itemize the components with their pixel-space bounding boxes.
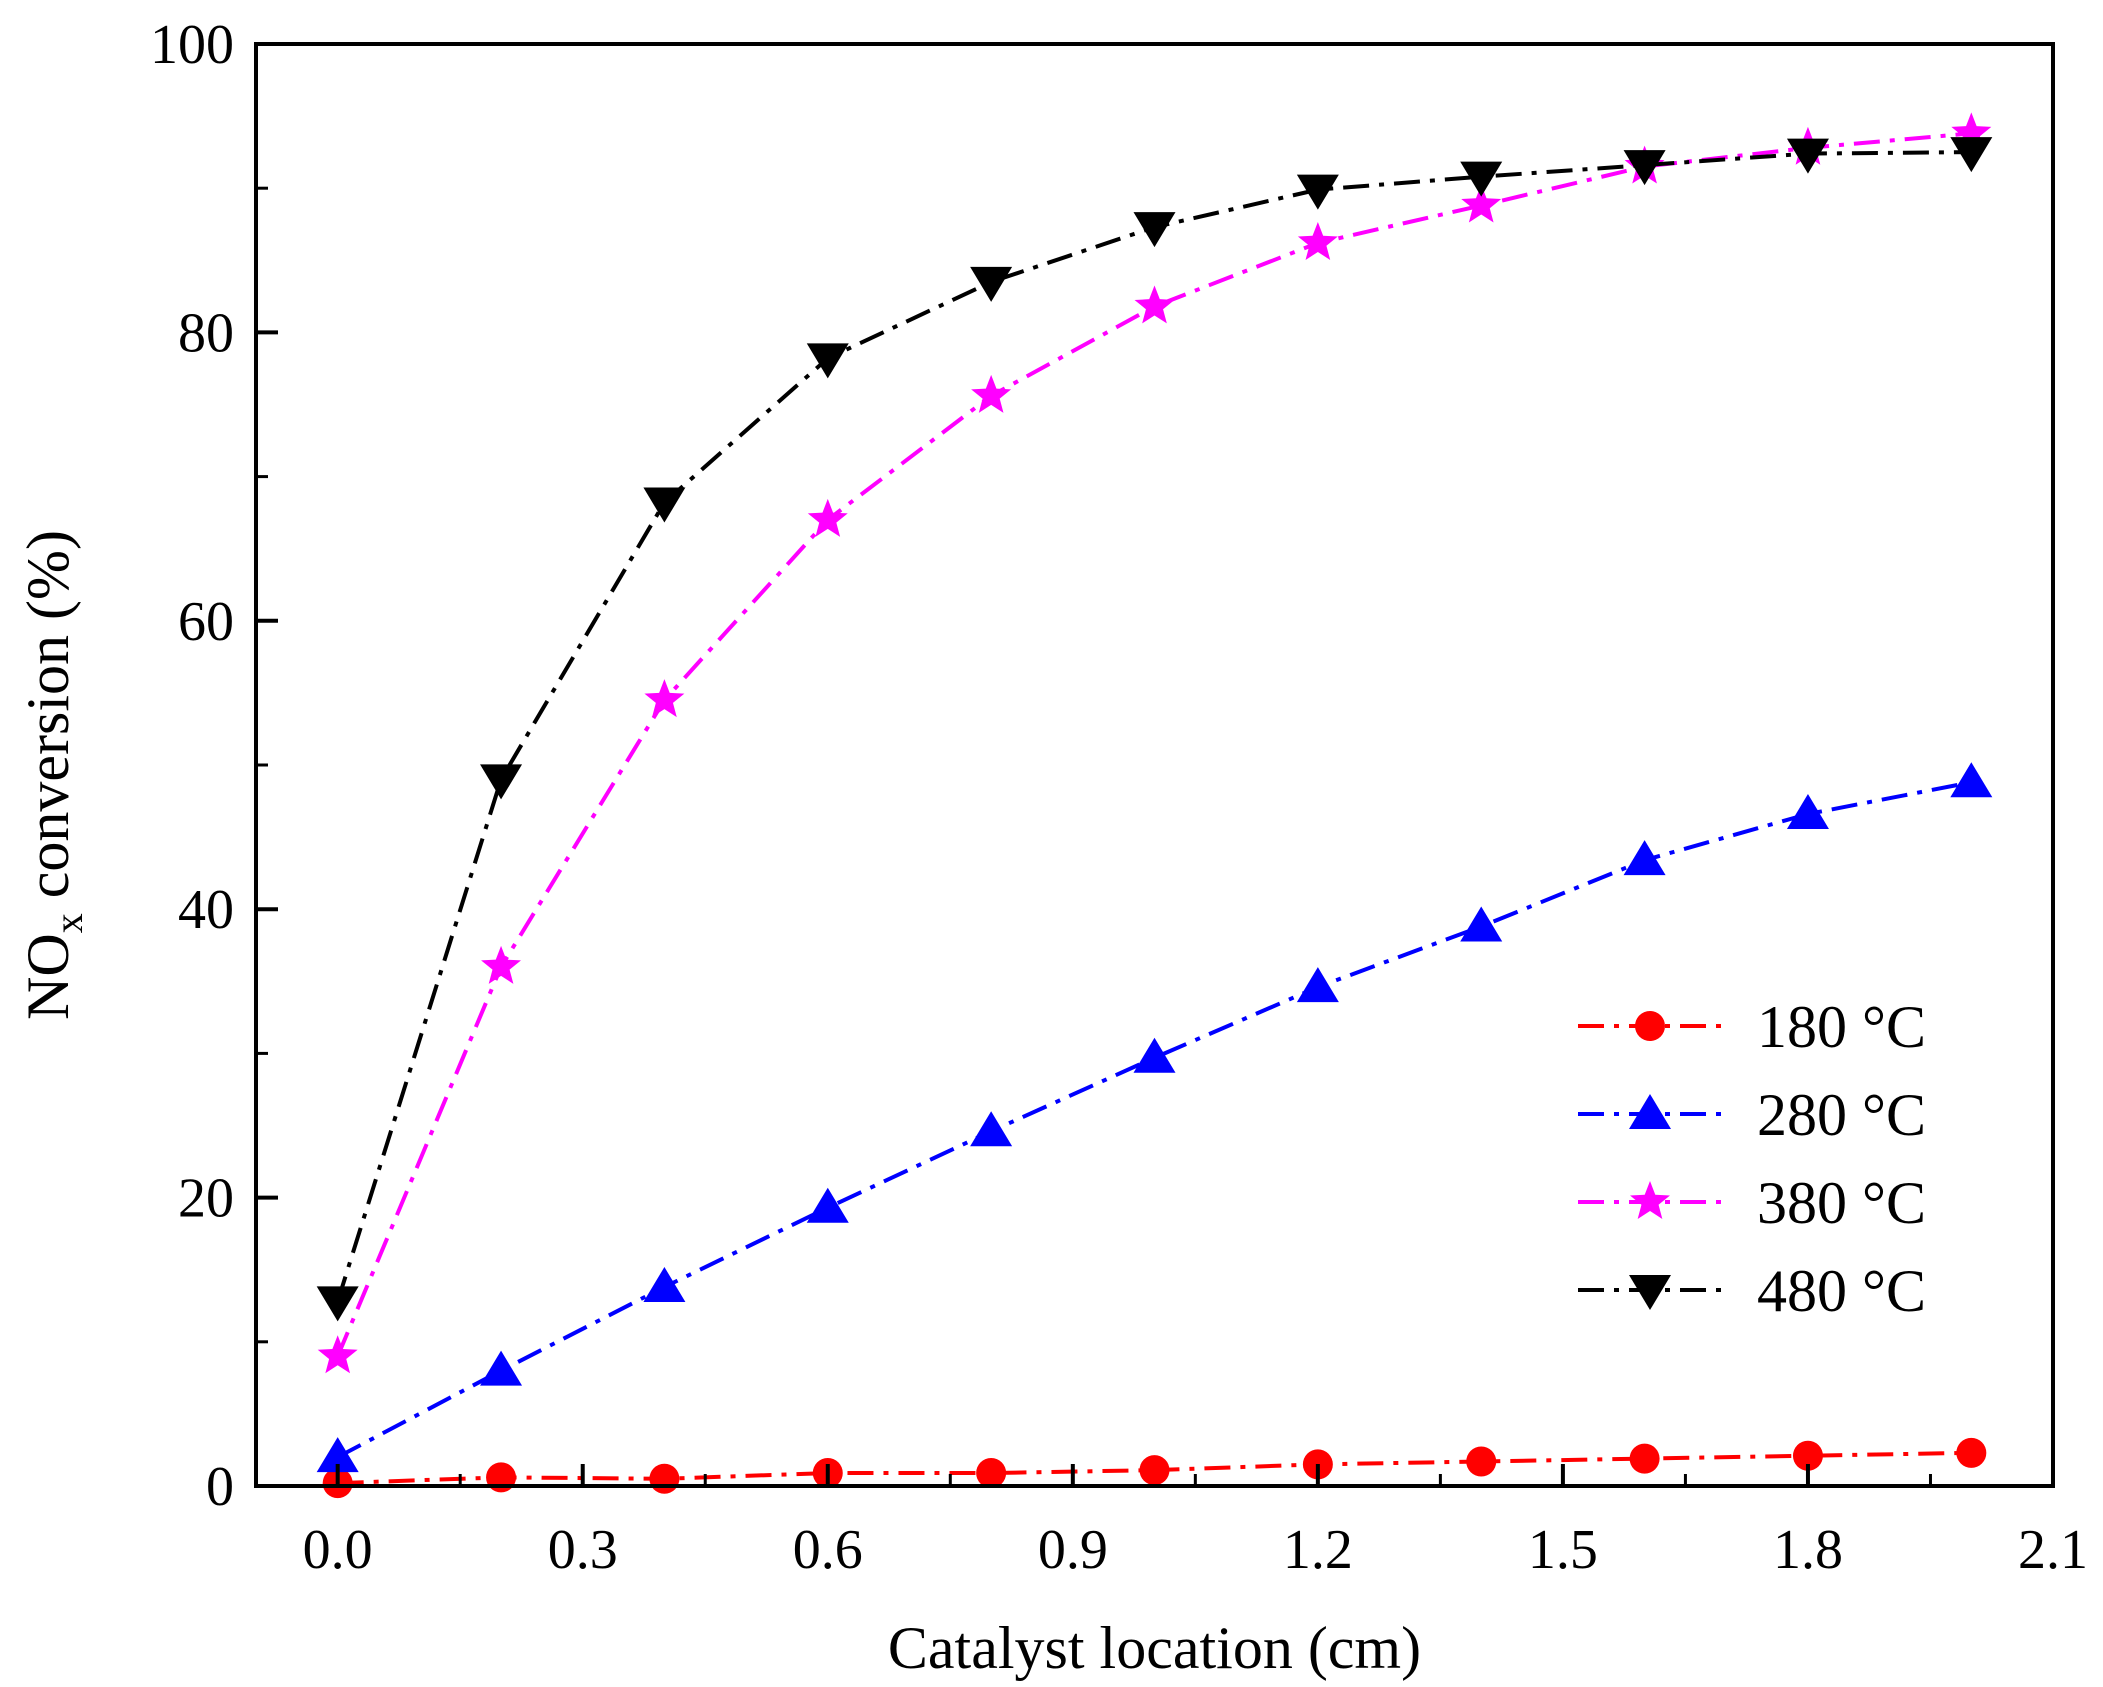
legend-marker xyxy=(1630,1181,1670,1219)
legend-label: 180 °C xyxy=(1757,994,1926,1060)
data-point xyxy=(643,487,686,523)
data-point xyxy=(1950,137,1993,173)
legend-marker xyxy=(1629,1275,1671,1310)
data-point xyxy=(976,1458,1007,1489)
y-tick-label: 40 xyxy=(178,879,234,941)
data-point xyxy=(1792,1440,1823,1471)
y-tick-label: 20 xyxy=(178,1168,234,1230)
x-tick-label: 0.6 xyxy=(793,1519,863,1581)
data-point xyxy=(1134,285,1175,324)
data-point xyxy=(806,1187,849,1223)
legend-marker xyxy=(1635,1011,1665,1041)
data-point xyxy=(1139,1455,1170,1486)
data-point xyxy=(1786,794,1829,830)
legend-label: 380 °C xyxy=(1757,1170,1926,1236)
legend-item-1: 180 °C xyxy=(1578,994,1926,1060)
data-point xyxy=(1623,840,1666,876)
data-point xyxy=(480,764,523,800)
legend-label: 480 °C xyxy=(1757,1258,1926,1324)
legend-marker xyxy=(1629,1094,1671,1129)
data-point xyxy=(316,1286,359,1322)
legend-item-4: 480 °C xyxy=(1578,1258,1926,1324)
series-4 xyxy=(316,137,1993,1322)
data-point xyxy=(480,1350,523,1386)
data-point xyxy=(1956,1437,1987,1468)
data-point xyxy=(643,1267,686,1303)
series-line xyxy=(335,131,1972,1357)
data-point xyxy=(649,1463,680,1494)
data-point xyxy=(1460,906,1503,942)
data-point xyxy=(1296,174,1339,210)
x-axis-title: Catalyst location (cm) xyxy=(888,1615,1421,1681)
data-point xyxy=(316,1437,359,1473)
x-tick-label: 2.1 xyxy=(2018,1519,2088,1581)
data-point xyxy=(1297,222,1338,260)
data-point xyxy=(1296,967,1339,1003)
y-tick-label: 100 xyxy=(150,14,234,76)
data-point xyxy=(807,498,848,537)
data-point xyxy=(970,266,1013,302)
legend-item-2: 280 °C xyxy=(1578,1082,1926,1148)
legend: 180 °C 280 °C 380 °C 480 °C xyxy=(1578,994,1926,1324)
x-tick-label: 1.2 xyxy=(1283,1519,1353,1581)
series-line xyxy=(336,780,1972,1459)
data-point xyxy=(1951,112,1992,151)
y-tick-label: 60 xyxy=(178,591,234,653)
series-1 xyxy=(322,1437,1987,1499)
data-point xyxy=(1133,212,1176,248)
y-axis-title-main: NO xyxy=(15,933,81,1020)
data-point xyxy=(971,374,1012,413)
series-line xyxy=(335,150,1972,1303)
legend-label: 280 °C xyxy=(1757,1082,1926,1148)
series-3 xyxy=(317,112,1992,1374)
y-axis-title: NOx conversion (%) xyxy=(15,530,91,1020)
data-point xyxy=(1629,1443,1660,1474)
data-point xyxy=(317,1335,358,1374)
data-point xyxy=(1466,1446,1497,1477)
data-point xyxy=(644,679,685,718)
x-tick-label: 0.9 xyxy=(1038,1519,1108,1581)
data-point xyxy=(1786,138,1829,174)
y-tick-label: 0 xyxy=(206,1456,234,1518)
data-point xyxy=(1461,184,1502,223)
y-tick-label: 80 xyxy=(178,302,234,364)
y-axis-title-sub: x xyxy=(46,913,91,933)
data-point xyxy=(1133,1037,1176,1073)
axes-layer: 0.0 0.3 0.6 0.9 1.2 1.5 1.8 2.1 0 20 40 60 80 100 xyxy=(150,14,2088,1581)
data-point xyxy=(1950,762,1993,798)
x-tick-label: 1.8 xyxy=(1773,1519,1843,1581)
x-tick-label: 1.5 xyxy=(1528,1519,1598,1581)
x-tick-label: 0.3 xyxy=(548,1519,618,1581)
data-point xyxy=(806,343,849,379)
y-axis-title-rest: conversion (%) xyxy=(15,530,81,913)
legend-item-3: 380 °C xyxy=(1578,1170,1926,1236)
data-point xyxy=(1460,161,1503,197)
series-2 xyxy=(316,762,1993,1473)
series-layer xyxy=(316,112,1993,1499)
data-point xyxy=(481,945,522,984)
x-tick-label: 0.0 xyxy=(303,1519,373,1581)
data-point xyxy=(970,1111,1013,1147)
data-point xyxy=(1623,150,1666,186)
